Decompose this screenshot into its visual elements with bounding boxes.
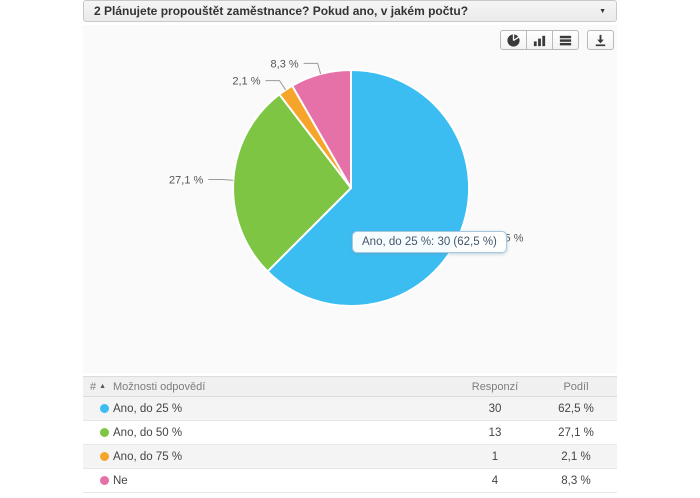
svg-text:8,3 %: 8,3 %	[271, 58, 299, 70]
chart-toolbar	[500, 30, 614, 50]
response-count: 30	[488, 402, 502, 415]
pie-chart-view-button[interactable]	[500, 30, 527, 50]
answer-label: Ano, do 25 %	[113, 402, 183, 415]
chart-tooltip: Ano, do 25 %: 30 (62,5 %)	[352, 231, 507, 253]
column-header-number[interactable]: # ▲	[90, 380, 107, 393]
download-button[interactable]	[587, 30, 614, 50]
table-row: Ne 4 8,3 %	[83, 469, 617, 493]
question-dropdown-header[interactable]: 2 Plánujete propouštět zaměstnance? Poku…	[83, 0, 617, 22]
table-list-icon	[559, 35, 572, 45]
answer-label: Ano, do 75 %	[113, 450, 183, 463]
chart-panel: 62,5 %27,1 %2,1 %8,3 % Ano, do 25 %: 30 …	[83, 25, 617, 373]
chevron-down-icon: ▼	[599, 7, 606, 15]
column-header-responses[interactable]: Responzí	[471, 380, 519, 393]
series-color-dot	[100, 428, 109, 437]
share-percent: 27,1 %	[558, 426, 594, 439]
share-percent: 62,5 %	[558, 402, 594, 415]
svg-text:27,1 %: 27,1 %	[169, 175, 203, 187]
table-row: Ano, do 25 % 30 62,5 %	[83, 397, 617, 421]
sort-ascending-icon: ▲	[99, 383, 107, 390]
share-percent: 8,3 %	[561, 474, 591, 487]
series-color-dot	[100, 404, 109, 413]
column-header-share[interactable]: Podíl	[563, 380, 589, 393]
table-header-row: # ▲ Možnosti odpovědí Responzí Podíl	[83, 376, 617, 397]
answer-label: Ano, do 50 %	[113, 426, 183, 439]
answers-table: # ▲ Možnosti odpovědí Responzí Podíl Ano…	[83, 376, 617, 493]
table-row: Ano, do 75 % 1 2,1 %	[83, 445, 617, 469]
survey-question-widget: 2 Plánujete propouštět zaměstnance? Poku…	[83, 0, 617, 493]
response-count: 1	[491, 450, 499, 463]
question-title: 2 Plánujete propouštět zaměstnance? Poku…	[94, 4, 469, 18]
series-color-dot	[100, 476, 109, 485]
download-icon	[595, 34, 606, 46]
response-count: 4	[491, 474, 499, 487]
column-header-options[interactable]: Možnosti odpovědí	[113, 380, 206, 393]
answer-label: Ne	[113, 474, 128, 487]
bar-chart-view-button[interactable]	[526, 30, 553, 50]
series-color-dot	[100, 452, 109, 461]
table-row: Ano, do 50 % 13 27,1 %	[83, 421, 617, 445]
chart-type-button-group	[500, 30, 579, 50]
svg-text:2,1 %: 2,1 %	[232, 76, 260, 88]
response-count: 13	[488, 426, 502, 439]
pie-chart[interactable]: 62,5 %27,1 %2,1 %8,3 %	[83, 25, 617, 373]
share-percent: 2,1 %	[561, 450, 591, 463]
table-view-button[interactable]	[552, 30, 579, 50]
pie-chart-icon	[507, 33, 520, 47]
bar-chart-icon	[533, 35, 546, 46]
